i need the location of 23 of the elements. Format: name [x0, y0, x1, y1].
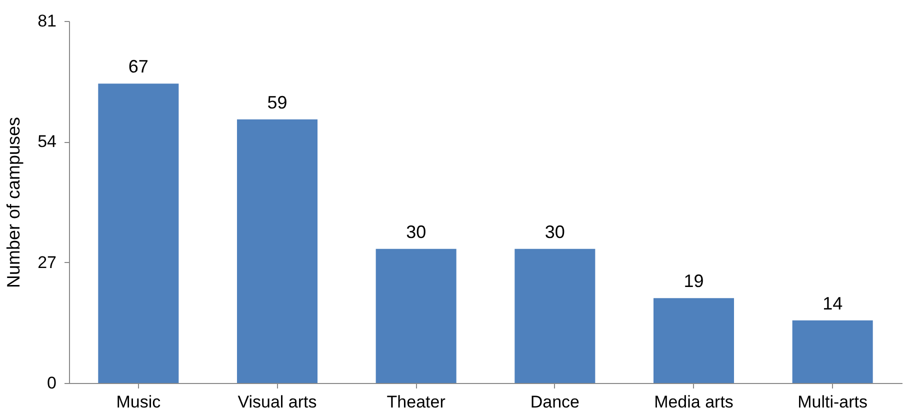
bar — [514, 248, 596, 383]
y-tick-label: 0 — [47, 374, 56, 392]
x-tick-label: Media arts — [654, 392, 734, 412]
data-label: 67 — [128, 56, 148, 77]
bar — [376, 248, 456, 383]
data-label: 59 — [267, 92, 288, 112]
y-tick-label: 54 — [38, 132, 56, 152]
y-axis-title: Number of campuses — [4, 116, 24, 288]
data-label: 30 — [544, 222, 565, 242]
bar — [236, 119, 318, 383]
x-tick-label: Theater — [386, 392, 446, 412]
bar — [98, 84, 179, 383]
x-tick-label: Dance — [530, 392, 580, 412]
bar — [653, 298, 734, 383]
x-tick-label: Music — [116, 392, 162, 412]
x-tick-label: Multi-arts — [798, 392, 868, 412]
bar — [792, 320, 873, 383]
data-label: 30 — [406, 222, 426, 242]
data-label: 14 — [822, 293, 843, 314]
data-label: 19 — [684, 271, 704, 292]
x-tick-label: Visual arts — [238, 392, 317, 412]
y-tick-label: 27 — [38, 252, 56, 272]
y-tick-label: 81 — [38, 12, 56, 30]
